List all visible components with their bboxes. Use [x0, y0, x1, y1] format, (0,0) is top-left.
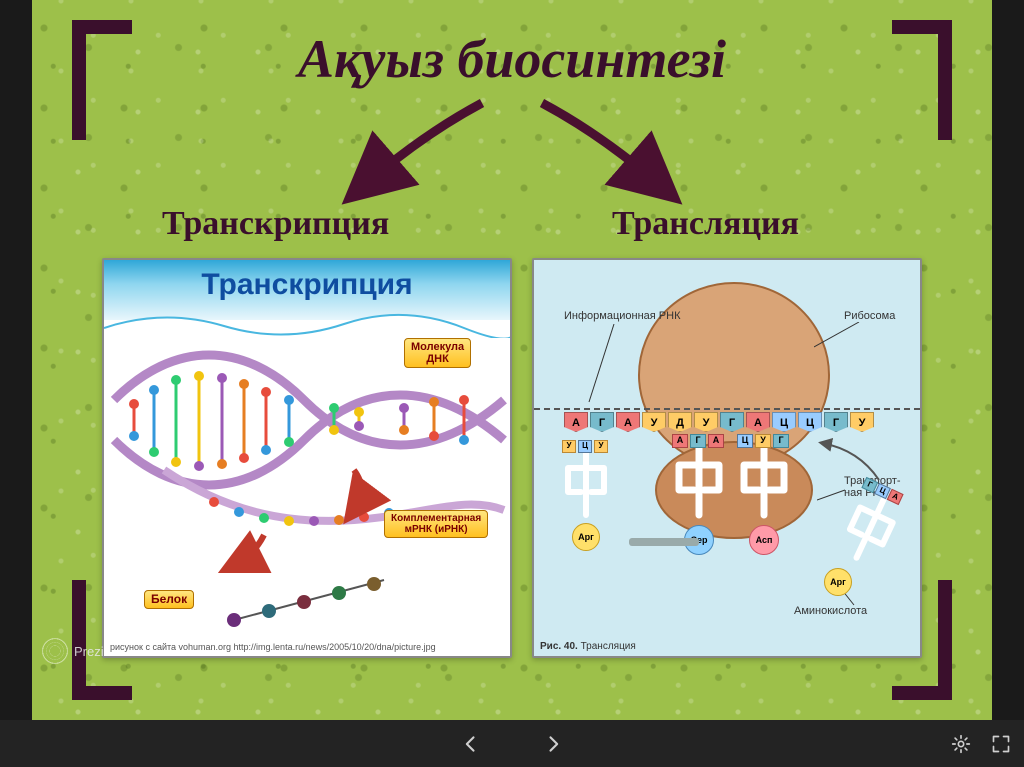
arrow-to-left — [332, 95, 492, 205]
label-dna-molecule: Молекула ДНК — [404, 338, 471, 368]
prezi-badge: Prezi — [42, 638, 104, 664]
trna-in-ribosome-2 — [734, 445, 794, 535]
mrna-codon: Г — [824, 412, 848, 432]
slide-area: Ақуыз биосинтезі Транскрипция Трансляция — [0, 0, 1024, 720]
gear-icon — [951, 734, 971, 754]
slide: Ақуыз биосинтезі Транскрипция Трансляция — [32, 0, 992, 720]
mrna-codon: А — [746, 412, 770, 432]
caption-text: Трансляция — [581, 641, 636, 652]
mrna-codon: Г — [590, 412, 614, 432]
mrna-codon: Д — [668, 412, 692, 432]
mrna-codon-row: АГАУДУГАЦЦГУ — [564, 412, 874, 432]
viewer-toolbar — [0, 720, 1024, 767]
transcription-inner-title: Транскрипция — [104, 268, 510, 302]
fullscreen-button[interactable] — [990, 733, 1012, 755]
prezi-label: Prezi — [74, 644, 104, 659]
subheading-transcription: Транскрипция — [162, 205, 389, 243]
polypeptide-bar — [629, 538, 699, 546]
amino-arg-left: Арг — [572, 523, 600, 551]
subheading-translation: Трансляция — [612, 205, 799, 243]
prezi-logo-icon — [42, 638, 68, 664]
arrow-right-icon — [543, 734, 563, 754]
mrna-strand — [534, 408, 920, 410]
settings-button[interactable] — [950, 733, 972, 755]
leader-trna — [817, 485, 847, 505]
mrna-codon: У — [850, 412, 874, 432]
next-button[interactable] — [542, 733, 564, 755]
leader-ribosome — [814, 322, 864, 352]
arrow-left-icon — [461, 734, 481, 754]
mrna-codon: Ц — [798, 412, 822, 432]
label-info-rna: Информационная РНК — [564, 310, 680, 322]
slide-title: Ақуыз биосинтезі — [32, 28, 992, 90]
arrow-to-right — [532, 95, 692, 205]
anticodon-1: А Г А — [672, 434, 724, 448]
caption-prefix: Рис. 40. — [540, 641, 578, 652]
fullscreen-icon — [991, 734, 1011, 754]
mrna-codon: Г — [720, 412, 744, 432]
mrna-codon: А — [564, 412, 588, 432]
prev-button[interactable] — [460, 733, 482, 755]
protein-chain — [224, 570, 394, 630]
anticodon-free-left: У Ц У — [562, 440, 608, 453]
mrna-codon: У — [694, 412, 718, 432]
translation-caption: Рис. 40. Трансляция — [540, 641, 636, 652]
transcription-panel: Транскрипция — [102, 258, 512, 658]
label-protein: Белок — [144, 590, 194, 609]
mrna-codon: А — [616, 412, 640, 432]
trna-incoming-arrow — [814, 435, 884, 485]
mrna-codon: У — [642, 412, 666, 432]
trna-in-ribosome-1 — [669, 445, 729, 535]
leader-info-rna — [584, 324, 624, 404]
translation-panel: Информационная РНК Рибосома Транспорт- н… — [532, 258, 922, 658]
label-ribosome: Рибосома — [844, 310, 895, 322]
transcription-credit: рисунок с сайта vohuman.org http://img.l… — [110, 642, 436, 652]
label-mrna: Комплементарная мРНК (иРНК) — [384, 510, 488, 538]
anticodon-2: Ц У Г — [737, 434, 789, 448]
amino-asp: Асп — [749, 525, 779, 555]
mrna-codon: Ц — [772, 412, 796, 432]
presentation-viewer: Ақуыз биосинтезі Транскрипция Трансляция — [0, 0, 1024, 767]
amino-arg-right: Арг — [824, 568, 852, 596]
